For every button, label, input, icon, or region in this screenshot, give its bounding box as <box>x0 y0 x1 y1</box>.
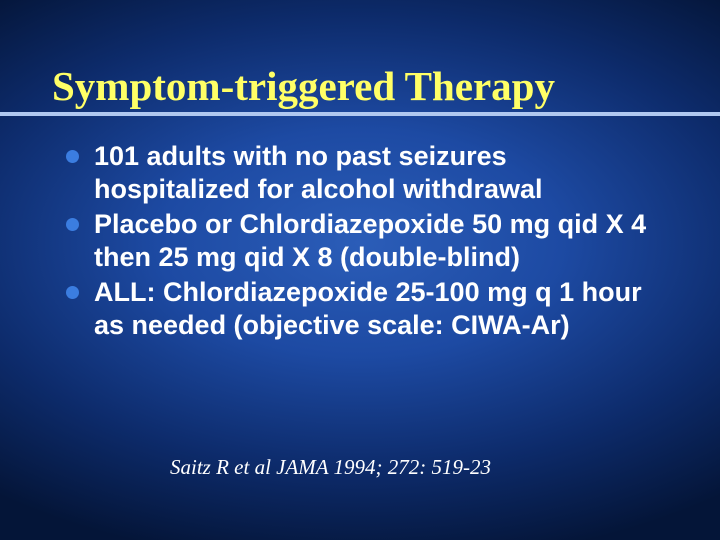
bullet-icon <box>66 218 79 231</box>
slide-title: Symptom-triggered Therapy <box>52 62 555 110</box>
list-item: ALL: Chlordiazepoxide 25-100 mg q 1 hour… <box>66 276 670 342</box>
citation-text: Saitz R et al JAMA 1994; 272: 519-23 <box>170 455 491 480</box>
bullet-text: 101 adults with no past seizures hospita… <box>94 141 543 204</box>
title-underline <box>0 112 720 116</box>
list-item: Placebo or Chlordiazepoxide 50 mg qid X … <box>66 208 670 274</box>
bullet-text: ALL: Chlordiazepoxide 25-100 mg q 1 hour… <box>94 277 642 340</box>
list-item: 101 adults with no past seizures hospita… <box>66 140 670 206</box>
bullet-icon <box>66 150 79 163</box>
bullet-icon <box>66 286 79 299</box>
slide: Symptom-triggered Therapy 101 adults wit… <box>0 0 720 540</box>
bullet-text: Placebo or Chlordiazepoxide 50 mg qid X … <box>94 209 646 272</box>
slide-body: 101 adults with no past seizures hospita… <box>66 140 670 344</box>
